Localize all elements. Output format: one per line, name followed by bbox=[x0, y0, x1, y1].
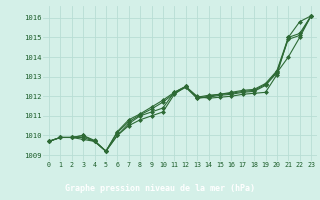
Text: Graphe pression niveau de la mer (hPa): Graphe pression niveau de la mer (hPa) bbox=[65, 184, 255, 193]
